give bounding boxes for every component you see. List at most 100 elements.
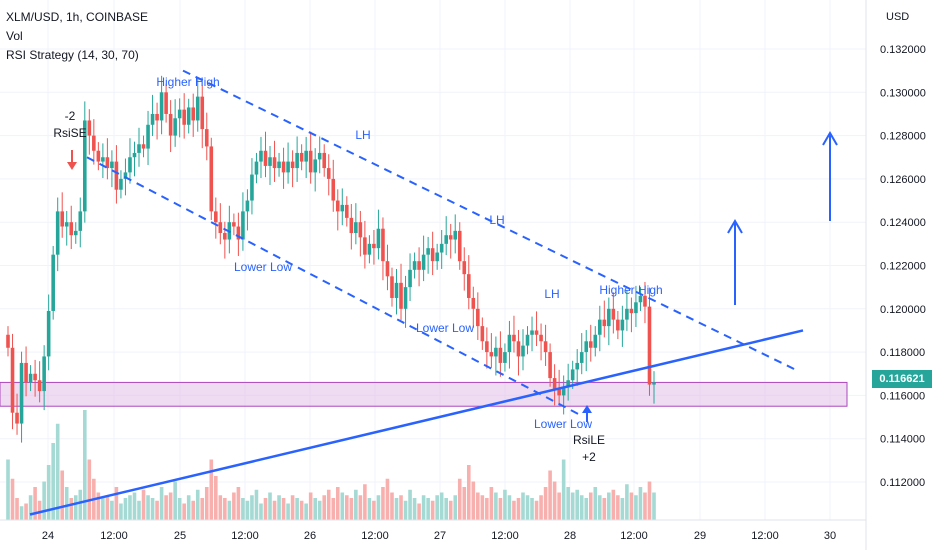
candle-body	[408, 269, 412, 288]
price-tick-label: 0.124000	[880, 217, 926, 229]
volume-bar	[268, 492, 272, 520]
strategy-indicator-label[interactable]: RSI Strategy (14, 30, 70)	[6, 48, 139, 62]
candle-body	[33, 373, 37, 381]
candle-body	[168, 113, 173, 136]
volume-bar	[236, 487, 241, 520]
volume-bar	[46, 465, 51, 520]
volume-bar	[417, 503, 421, 520]
volume-bar	[105, 495, 110, 520]
candle-body	[588, 341, 593, 348]
annotations: Higher High LH LH LH Higher High Lower Low Low…	[53, 75, 662, 464]
symbol-title[interactable]: XLM/USD, 1h, COINBASE	[6, 10, 149, 24]
candle-body	[322, 152, 327, 169]
volume-bar	[462, 487, 467, 520]
volume-bar	[476, 492, 480, 520]
candle-body	[629, 308, 634, 314]
price-axis[interactable]: USD 0.112000 0.114000 0.116000 0.118000 0.120…	[865, 0, 926, 550]
candle-body	[87, 120, 92, 136]
label-lh-3: LH	[544, 287, 559, 301]
candle-body	[290, 161, 295, 169]
label-long-qty: +2	[582, 450, 596, 464]
volume-bar	[241, 498, 245, 520]
time-tick-label: 27	[434, 530, 446, 542]
candle-body	[286, 161, 290, 173]
candle-body	[141, 144, 146, 149]
candle-body	[399, 282, 403, 309]
volume-bar	[259, 503, 263, 520]
candle-body	[191, 107, 196, 121]
candle-body	[326, 168, 331, 179]
target-arrow-1-head	[727, 219, 743, 234]
volume-bar	[177, 498, 182, 520]
volume-bar	[119, 503, 123, 520]
candle-body	[241, 211, 245, 240]
volume-bar	[155, 500, 159, 520]
support-zone	[0, 381, 848, 407]
volume-bar	[28, 495, 33, 520]
volume-bar	[426, 498, 430, 520]
volume-bar	[272, 500, 277, 520]
volume-bar	[128, 495, 132, 520]
volume-bar	[516, 498, 521, 520]
volume-bar	[331, 498, 336, 520]
volume-bar	[607, 492, 611, 520]
candle-body	[123, 172, 128, 179]
volume-bar	[299, 500, 304, 520]
candle-body	[381, 228, 385, 262]
volume-bar	[444, 498, 448, 520]
candle-body	[277, 161, 281, 169]
candle-body	[548, 352, 552, 379]
volume-bar	[33, 487, 37, 520]
candle-body	[64, 222, 69, 227]
candle-body	[593, 334, 598, 348]
candle-body	[412, 261, 417, 270]
volume-bar	[15, 498, 19, 520]
volume-bar	[367, 498, 372, 520]
volume-bar	[439, 492, 444, 520]
candle-body	[363, 237, 367, 255]
volume-bar	[403, 500, 408, 520]
time-tick-label: 12:00	[100, 530, 128, 542]
candle-body	[250, 174, 254, 201]
label-lower-low-1: Lower Low	[234, 260, 292, 274]
candle-body	[439, 243, 444, 253]
candle-body	[299, 152, 304, 162]
volume-bar	[245, 500, 250, 520]
volume-bar	[471, 481, 476, 520]
volume-bar	[290, 495, 295, 520]
volume-bar	[168, 492, 173, 520]
volume-bar	[335, 487, 340, 520]
volume-bar	[354, 489, 358, 520]
volume-bar	[263, 498, 268, 520]
candle-body	[566, 380, 570, 387]
time-tick-label: 29	[694, 530, 706, 542]
last-price-tag: 0.116621	[872, 370, 932, 388]
candle-body	[620, 319, 625, 331]
candle-body	[173, 118, 177, 136]
candle-body	[539, 334, 543, 342]
label-higher-high-1: Higher High	[156, 75, 219, 89]
candle-body	[295, 152, 299, 169]
candle-body	[177, 109, 182, 119]
volume-bar	[575, 489, 580, 520]
label-lh-1: LH	[355, 128, 370, 142]
candle-body	[489, 352, 494, 357]
time-axis[interactable]: 24 12:00 25 12:00 26 12:00 27 12:00 28 12:00 29 12:…	[0, 519, 866, 542]
time-tick-label: 12:00	[231, 530, 259, 542]
candle-body	[625, 308, 629, 320]
candle-body	[543, 341, 548, 353]
volume-bar	[214, 476, 218, 520]
candle-body	[530, 330, 534, 335]
candle-body	[304, 150, 308, 162]
time-tick-label: 12:00	[751, 530, 779, 542]
price-tick-label: 0.128000	[880, 131, 926, 143]
volume-bar	[24, 503, 28, 520]
volume-indicator-label[interactable]: Vol	[6, 29, 23, 43]
volume-bar	[512, 500, 516, 520]
candle-body	[214, 211, 218, 223]
price-tick-label: 0.114000	[880, 434, 925, 446]
candle-body	[462, 261, 467, 275]
candle-body	[457, 230, 462, 262]
volume-bar	[209, 459, 214, 520]
